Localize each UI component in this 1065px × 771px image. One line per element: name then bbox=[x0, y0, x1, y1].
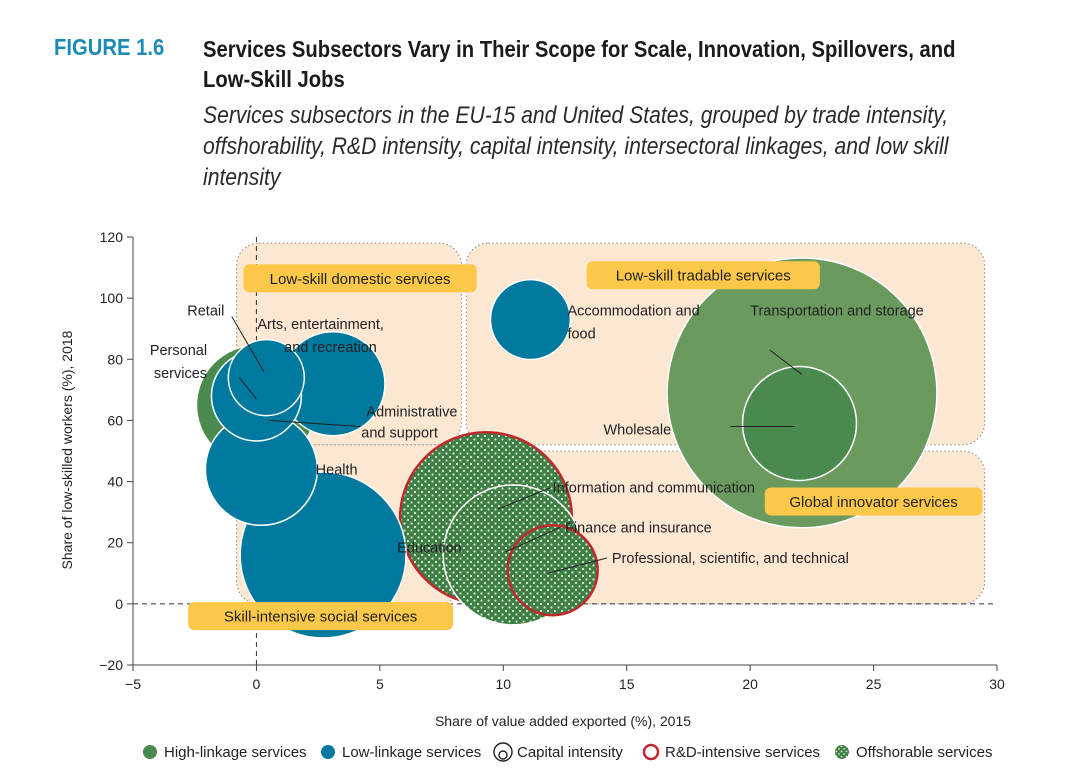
x-axis-title: Share of value added exported (%), 2015 bbox=[435, 713, 691, 729]
bubble-professional-scientific-and-technical bbox=[506, 524, 599, 617]
legend-label: Low-linkage services bbox=[342, 744, 481, 761]
figure-label: FIGURE 1.6 bbox=[54, 34, 165, 60]
region-tags: Low-skill domestic services Low-skill tra… bbox=[188, 261, 983, 631]
region-tag-box bbox=[764, 487, 983, 516]
bubble-wholesale bbox=[741, 365, 858, 482]
x-tick-label: 25 bbox=[866, 676, 882, 692]
region-tag-box bbox=[586, 261, 820, 290]
legend-label: R&D-intensive services bbox=[665, 744, 820, 761]
point-label: Administrative bbox=[366, 404, 457, 420]
x-tick-label: 15 bbox=[619, 676, 635, 692]
bubble-accommodation-and-food bbox=[489, 278, 572, 361]
legend-marker-capital-outer bbox=[493, 742, 513, 762]
point-label: food bbox=[567, 326, 595, 342]
figure-title: Services Subsectors Vary in Their Scope … bbox=[203, 36, 956, 92]
y-tick-label: 20 bbox=[107, 535, 123, 551]
legend-marker-low-linkage bbox=[321, 745, 335, 759]
region-tag-skill-intensive-social-services: Skill-intensive social services bbox=[188, 602, 454, 631]
region-tag-label: Global innovator services bbox=[789, 494, 957, 511]
point-label: Wholesale bbox=[603, 423, 671, 439]
x-tick-label: 5 bbox=[376, 676, 384, 692]
legend-marker-high-linkage bbox=[143, 745, 157, 759]
leader-line bbox=[231, 316, 265, 372]
legend-item-low-linkage-services: Low-linkage services bbox=[321, 744, 481, 761]
point-labels: Retail Personal services Arts, entertainmen… bbox=[150, 303, 924, 567]
region-tag-low-skill-tradable-services: Low-skill tradable services bbox=[586, 261, 820, 290]
leader-lines bbox=[231, 316, 803, 574]
axes: −20 0 20 40 60 80 100 120 −5 0 5 10 15 20 25 30 bbox=[99, 229, 1005, 692]
legend-label: High-linkage services bbox=[164, 744, 307, 761]
point-label: Personal bbox=[150, 343, 207, 359]
y-tick-label: 100 bbox=[100, 290, 124, 306]
point-label: Accommodation and bbox=[567, 303, 699, 319]
y-tick-label: 40 bbox=[107, 474, 123, 490]
bubble-arts-entertainment-and-recreation bbox=[227, 338, 306, 417]
leader-line bbox=[505, 526, 561, 553]
point-label: Health bbox=[316, 462, 358, 478]
point-label: and recreation bbox=[284, 340, 377, 356]
point-label: Finance and insurance bbox=[565, 520, 712, 536]
point-label: and support bbox=[361, 426, 438, 442]
y-tick-label: 60 bbox=[107, 412, 123, 428]
x-tick-label: 20 bbox=[742, 676, 758, 692]
leader-line bbox=[498, 487, 551, 510]
y-tick-label: 80 bbox=[107, 351, 123, 367]
x-tick-label: 30 bbox=[989, 676, 1005, 692]
legend: High-linkage services Low-linkage service… bbox=[143, 742, 992, 762]
point-label: services bbox=[154, 366, 207, 382]
point-label: Arts, entertainment, bbox=[257, 317, 384, 333]
legend-label: Offshorable services bbox=[856, 744, 992, 761]
legend-marker-offshorable bbox=[835, 745, 849, 759]
y-tick-label: 120 bbox=[100, 229, 124, 245]
legend-item-offshorable-services: Offshorable services bbox=[835, 744, 992, 761]
region-tag-box bbox=[243, 264, 477, 293]
leader-line bbox=[547, 557, 608, 574]
legend-marker-rd bbox=[642, 743, 660, 761]
leader-line bbox=[769, 349, 803, 375]
region-tag-global-innovator-services: Global innovator services bbox=[764, 487, 983, 516]
figure-subtitle: Services subsectors in the EU-15 and Uni… bbox=[203, 102, 949, 191]
bubbles bbox=[195, 257, 938, 639]
point-label: Professional, scientific, and technical bbox=[612, 551, 849, 567]
region-tag-box bbox=[188, 602, 454, 631]
point-label: Transportation and storage bbox=[750, 303, 924, 319]
point-label: Education bbox=[397, 540, 462, 556]
legend-item-randd-intensive-services: R&D-intensive services bbox=[642, 743, 820, 761]
y-tick-label: −20 bbox=[99, 657, 123, 673]
legend-item-capital-intensity: Capital intensity bbox=[493, 742, 623, 762]
x-tick-label: −5 bbox=[125, 676, 141, 692]
region-tag-label: Skill-intensive social services bbox=[224, 609, 417, 626]
region-tag-low-skill-domestic-services: Low-skill domestic services bbox=[243, 264, 477, 293]
region-tag-label: Low-skill domestic services bbox=[270, 271, 451, 288]
leader-line bbox=[238, 377, 257, 400]
region-tag-label: Low-skill tradable services bbox=[616, 268, 791, 285]
legend-item-high-linkage-services: High-linkage services bbox=[143, 744, 307, 761]
x-tick-label: 10 bbox=[495, 676, 511, 692]
legend-marker-capital-inner bbox=[498, 750, 508, 760]
legend-label: Capital intensity bbox=[517, 744, 623, 761]
y-tick-label: 0 bbox=[115, 596, 123, 612]
leader-line bbox=[268, 419, 361, 428]
x-tick-label: 0 bbox=[253, 676, 261, 692]
point-label: Retail bbox=[187, 303, 224, 319]
point-label: Information and communication bbox=[553, 481, 755, 497]
y-axis-title: Share of low-skilled workers (%), 2018 bbox=[59, 330, 75, 569]
